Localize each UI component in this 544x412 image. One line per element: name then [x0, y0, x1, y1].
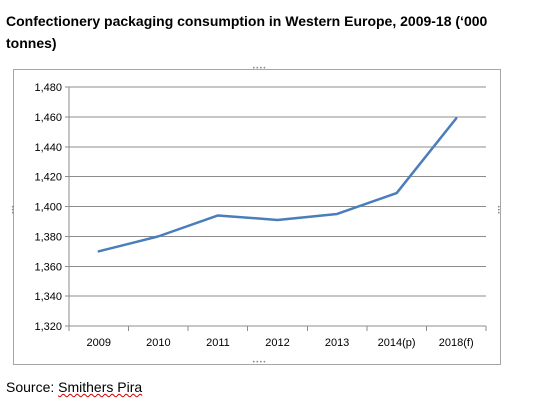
chart-frame[interactable]: 1,320 1,340 1,360 1,380 1,400 1,420 1,440 1,460… [11, 65, 501, 366]
y-tick-label: 1,340 [34, 291, 62, 303]
y-tick-label: 1,320 [34, 321, 62, 333]
x-tick-label: 2009 [87, 337, 111, 349]
y-tick-label: 1,360 [34, 261, 62, 273]
resize-handle-left[interactable]: • • • [11, 204, 15, 217]
y-tick-label: 1,460 [34, 112, 62, 124]
y-tick-label: 1,380 [34, 231, 62, 243]
y-tick-label: 1,400 [34, 202, 62, 214]
x-tick-label: 2011 [206, 337, 230, 349]
source-label: Source: [6, 379, 59, 395]
chart-title: Confectionery packaging consumption in W… [6, 13, 488, 51]
line-chart: 1,320 1,340 1,360 1,380 1,400 1,420 1,440 1,460… [34, 82, 487, 349]
resize-handle-top[interactable]: •••• [252, 65, 267, 72]
x-tick-label: 2014(p) [378, 337, 416, 349]
y-tick-label: 1,440 [34, 142, 62, 154]
x-tick-label: 2018(f) [439, 337, 474, 349]
x-tick-label: 2013 [325, 337, 349, 349]
resize-handle-right[interactable]: • • • [497, 204, 501, 217]
y-tick-label: 1,480 [34, 82, 62, 94]
source-note: Source: Smithers Pira [6, 379, 142, 395]
resize-handle-bottom[interactable]: •••• [252, 359, 267, 366]
series-line [97, 117, 458, 253]
y-tick-label: 1,420 [34, 172, 62, 184]
source-name: Smithers Pira [58, 379, 143, 395]
x-tick-label: 2012 [265, 337, 289, 349]
x-tick-label: 2010 [146, 337, 170, 349]
